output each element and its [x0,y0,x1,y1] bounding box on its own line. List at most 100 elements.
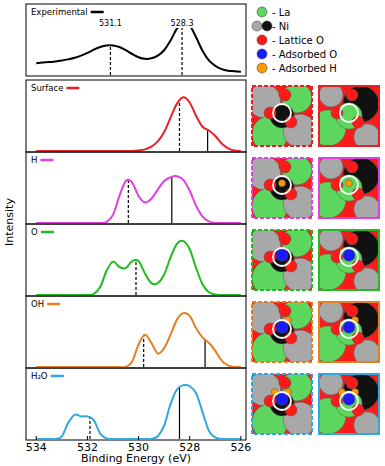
panel-frame [26,4,246,76]
x-tick [138,436,139,440]
highlight-ring [340,392,358,410]
spectrum-line [36,97,241,151]
legend-label: - Adsorbed O [272,49,337,60]
atom [352,404,364,416]
structure-tile [319,158,379,218]
highlight-ring [273,392,291,410]
tile-border [252,302,312,362]
tile-border [252,158,312,218]
highlight-ring [273,248,291,266]
atom [352,332,364,344]
atom [319,158,343,179]
adsorbate [276,249,288,261]
tile-border [319,302,379,362]
peak-line [179,100,180,151]
peak-line [128,181,129,223]
atom [279,161,291,173]
peak-label: 528.3 [171,19,194,28]
atom [346,377,358,389]
legend-dot [257,7,267,17]
structure-tile [319,230,379,290]
tile-border [252,230,312,290]
figure: Experimental 531.1 528.3 Surface H O OH H₂O 534 5… [0,0,385,466]
legend-dot [257,35,267,45]
spectrum-line [36,22,241,72]
atom [352,116,364,128]
panel-marks [36,241,241,295]
panel-marks [36,22,241,75]
legend-swatch [47,303,60,306]
panel-label: H [31,155,37,165]
peak-line [171,177,172,223]
legend-swatch [40,159,53,162]
legend-swatch [91,11,104,14]
adsorbate [346,180,353,187]
structure-tile [319,86,379,146]
legend-swatch [41,231,54,234]
atom [279,305,291,317]
adsorbate [343,249,355,261]
panel-frame [26,224,246,296]
panel-label: O [31,227,38,237]
peak-line [110,45,111,75]
atom [346,89,358,101]
tile-border [319,86,379,146]
peak-line [143,335,144,367]
tile-border [319,158,379,218]
adsorbate [279,180,286,187]
structure-tile [252,374,312,434]
atom [352,260,364,272]
atom [279,233,291,245]
panel-label: Surface [31,83,63,93]
peak-line [207,131,208,151]
highlight-ring [273,104,291,122]
legend-label: - Lattice O [272,35,324,46]
x-tick-label: 526 [230,441,251,454]
legend-label: - La [272,7,291,18]
spectrum-line [36,241,241,295]
panel-marks [36,176,241,223]
legend-dot [257,63,267,73]
x-tick [240,436,241,440]
peak-line [179,388,180,439]
legend-dot [252,21,262,31]
legend-dot [262,21,272,31]
highlight-ring [273,320,291,338]
atom [346,161,358,173]
panel-frame [26,80,246,152]
x-axis-title: Binding Energy (eV) [81,452,191,465]
label-bg [98,19,123,28]
peak-line [135,261,136,295]
structure-tile [252,86,312,146]
panel-label: OH [31,299,44,309]
tile-border [252,86,312,146]
panel-marks [36,313,241,367]
panel-label: H₂O [31,371,48,381]
panel-frame [26,152,246,224]
tile-border [252,374,312,434]
tile-border [319,374,379,434]
x-tick-label: 534 [26,441,47,454]
panel-marks [36,97,241,151]
atom [279,89,291,101]
spectrum-line [36,313,241,367]
atom [346,305,358,317]
structure-tile [252,158,312,218]
highlight-ring [340,248,358,266]
legend-label: - Adsorbed H [272,63,337,74]
panel-label: Experimental [31,7,88,17]
atom [319,230,343,251]
atom [319,86,343,107]
structure-tile [319,374,379,434]
structure-tile [252,230,312,290]
highlight-ring [340,320,358,338]
atom [346,233,358,245]
spectrum-line [36,385,241,439]
peak-label: 531.1 [99,19,122,28]
atom [352,188,364,200]
label-bg [170,19,195,28]
atom [285,116,297,128]
panel-frame [26,368,246,440]
panel-marks [36,385,241,439]
x-tick [87,436,88,440]
